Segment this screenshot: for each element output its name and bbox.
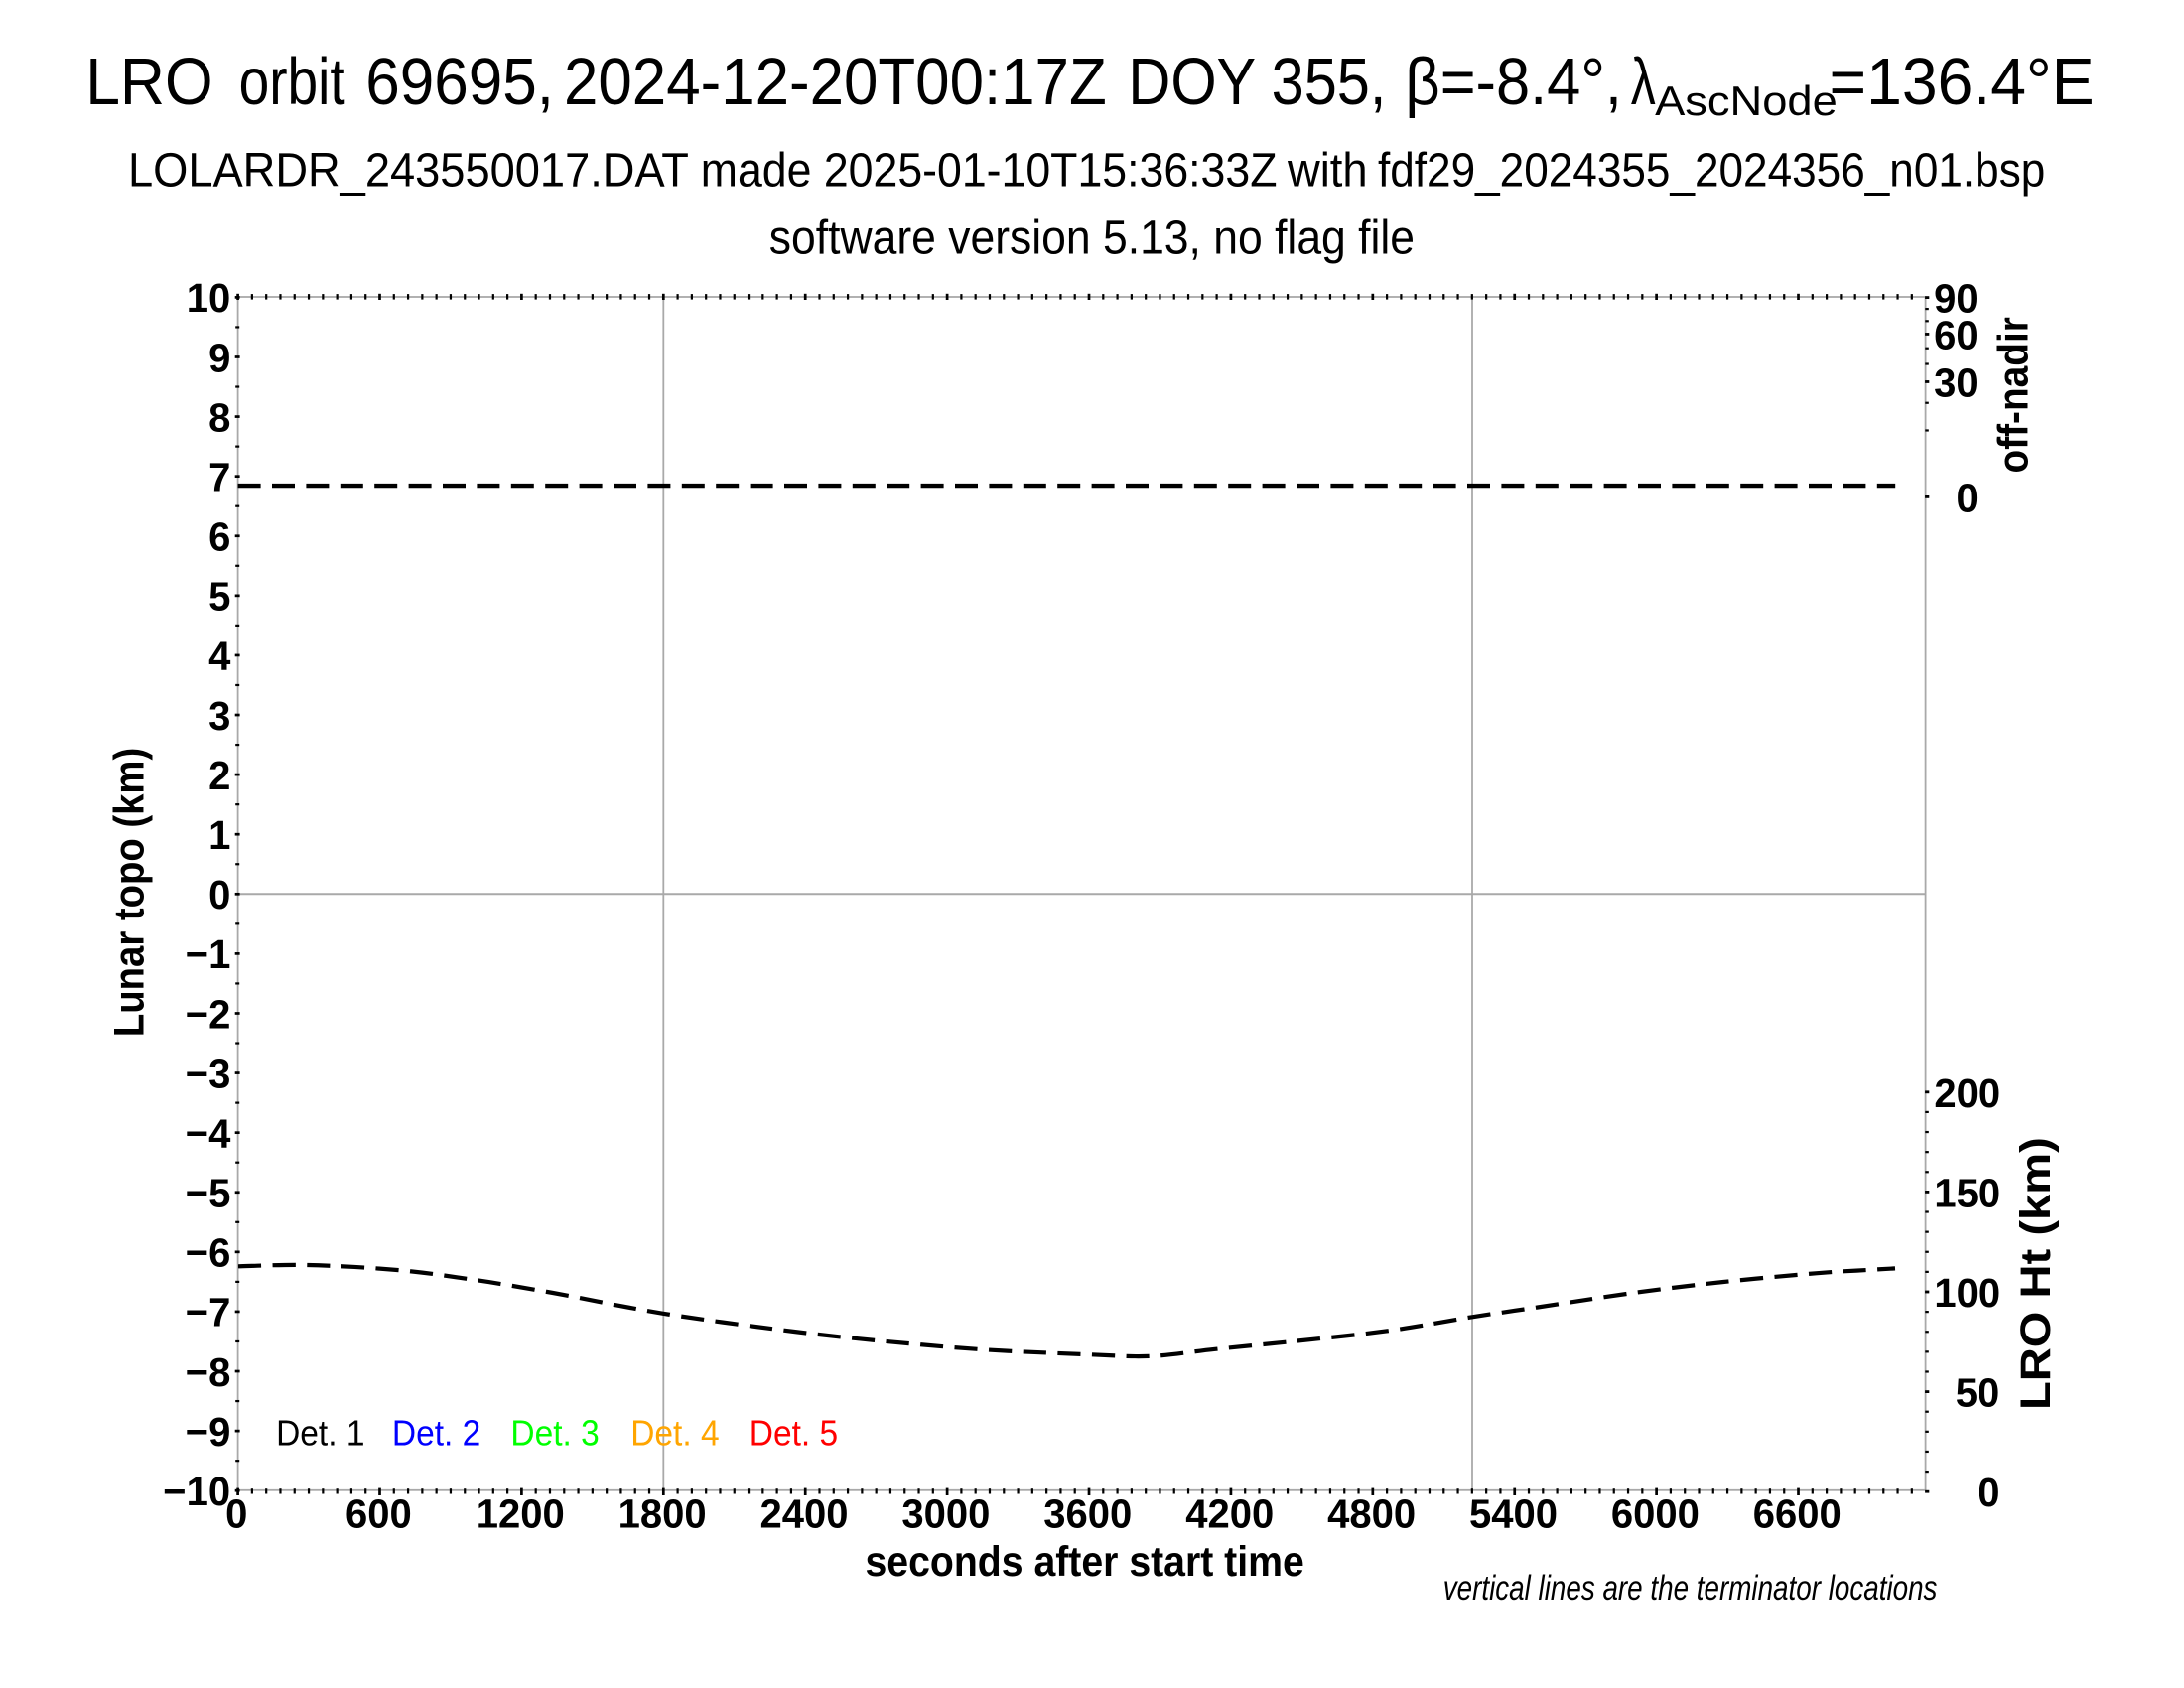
svg-text:−1: −1: [186, 931, 231, 978]
svg-text:600: 600: [345, 1490, 412, 1537]
svg-text:−2: −2: [186, 991, 231, 1038]
svg-text:Lunar topo (km): Lunar topo (km): [105, 748, 153, 1037]
svg-text:1200: 1200: [477, 1490, 565, 1537]
svg-text:λ: λ: [1631, 44, 1656, 119]
svg-text:−7: −7: [186, 1289, 231, 1336]
svg-text:β=-8.4°,: β=-8.4°,: [1405, 45, 1622, 119]
svg-text:Det. 3: Det. 3: [510, 1415, 599, 1454]
svg-text:150: 150: [1934, 1170, 2000, 1216]
svg-text:made 2025-01-10T15:36:33Z: made 2025-01-10T15:36:33Z: [701, 143, 1278, 197]
svg-text:0: 0: [1957, 475, 1979, 521]
svg-text:1800: 1800: [618, 1490, 707, 1537]
svg-text:7: 7: [208, 454, 230, 500]
svg-text:4: 4: [208, 633, 231, 679]
svg-text:1: 1: [208, 812, 230, 859]
svg-text:6000: 6000: [1611, 1490, 1700, 1537]
svg-text:3: 3: [208, 692, 230, 739]
svg-text:seconds after start time: seconds after start time: [866, 1538, 1304, 1586]
svg-text:Det. 4: Det. 4: [630, 1415, 719, 1454]
svg-text:5400: 5400: [1469, 1490, 1558, 1537]
svg-text:2: 2: [208, 752, 230, 798]
svg-text:LOLARDR_243550017.DAT: LOLARDR_243550017.DAT: [128, 143, 689, 197]
svg-text:3000: 3000: [901, 1490, 990, 1537]
svg-text:with: with: [1287, 143, 1368, 196]
svg-text:−6: −6: [186, 1229, 231, 1276]
svg-text:off-nadir: off-nadir: [1989, 317, 2037, 473]
svg-text:30: 30: [1934, 359, 1979, 406]
svg-text:DOY 355,: DOY 355,: [1128, 46, 1386, 119]
svg-text:AscNode: AscNode: [1655, 77, 1838, 124]
svg-text:0: 0: [208, 872, 230, 918]
svg-text:−10: −10: [163, 1469, 230, 1515]
svg-text:8: 8: [208, 394, 230, 441]
svg-text:orbit: orbit: [239, 44, 345, 118]
svg-text:200: 200: [1934, 1069, 2000, 1116]
svg-text:vertical lines are the termina: vertical lines are the terminator locati…: [1443, 1568, 1938, 1608]
svg-text:0: 0: [225, 1490, 247, 1537]
svg-text:−8: −8: [186, 1348, 231, 1395]
svg-text:Det. 5: Det. 5: [750, 1415, 838, 1454]
svg-text:6: 6: [208, 513, 230, 560]
svg-text:0: 0: [1978, 1470, 1999, 1516]
svg-text:LRO: LRO: [85, 44, 212, 119]
svg-text:Det. 1: Det. 1: [276, 1415, 364, 1454]
svg-text:−9: −9: [186, 1408, 231, 1455]
svg-text:60: 60: [1934, 312, 1979, 358]
svg-text:fdf29_2024355_2024356_n01.bsp: fdf29_2024355_2024356_n01.bsp: [1378, 143, 2045, 197]
svg-text:−5: −5: [186, 1170, 231, 1216]
svg-text:2024-12-20T00:17Z: 2024-12-20T00:17Z: [564, 45, 1107, 119]
svg-text:4200: 4200: [1185, 1490, 1274, 1537]
svg-text:−4: −4: [186, 1110, 231, 1157]
svg-text:=136.4°E: =136.4°E: [1830, 45, 2095, 118]
svg-text:10: 10: [187, 275, 231, 322]
svg-text:2400: 2400: [760, 1490, 849, 1537]
svg-text:software version 5.13, no flag: software version 5.13, no flag file: [769, 211, 1415, 264]
svg-text:90: 90: [1934, 275, 1979, 322]
svg-text:3600: 3600: [1043, 1490, 1132, 1537]
svg-text:5: 5: [208, 573, 230, 620]
svg-text:69695,: 69695,: [365, 45, 554, 119]
svg-text:100: 100: [1934, 1270, 2000, 1317]
svg-text:Det. 2: Det. 2: [392, 1415, 480, 1454]
svg-text:4800: 4800: [1327, 1490, 1416, 1537]
svg-text:6600: 6600: [1753, 1490, 1842, 1537]
svg-text:50: 50: [1956, 1369, 2000, 1416]
svg-text:LRO Ht (km): LRO Ht (km): [2011, 1137, 2059, 1410]
svg-text:9: 9: [208, 335, 230, 381]
svg-text:−3: −3: [186, 1051, 231, 1097]
